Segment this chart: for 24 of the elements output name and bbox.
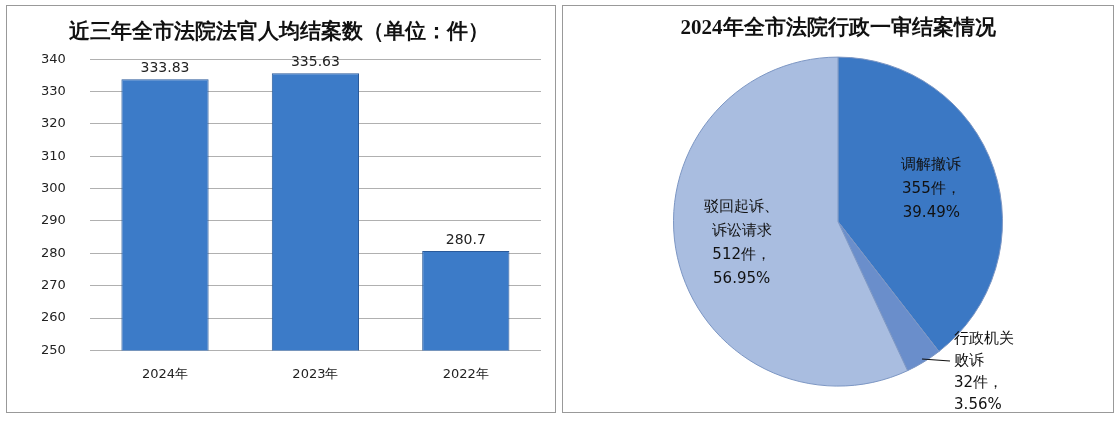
y-tick-label: 300 [40,180,66,195]
data-label: 280.7 [445,230,486,247]
y-tick-label: 290 [40,212,66,228]
x-tick-label: 2023年 [292,365,339,381]
x-tick-label: 2024年 [141,365,189,381]
data-label: 333.83 [140,58,190,75]
y-tick-label: 280 [40,244,66,260]
y-tick-label: 270 [40,277,66,293]
y-tick-label: 260 [40,309,66,325]
y-tick-label: 250 [40,341,66,357]
data-label: 335.63 [290,52,340,69]
chart-title: 近三年全市法院法官人均结案数（单位：件） [68,19,489,44]
y-tick-label: 330 [40,82,66,98]
y-tick-label: 340 [40,50,66,66]
y-tick-label: 310 [40,147,66,163]
data-label: 512件， 56.95% [712,244,771,287]
slice-label: 行政机关败诉 [954,329,1015,370]
y-tick-label: 320 [40,115,66,131]
data-label: 32件， 3.56% [954,373,1004,414]
slice-label: 驳回起诉、诉讼请求 [704,196,780,239]
slice-label: 调解撤诉 [901,155,962,174]
chart-title: 2024年全市法院行政一审结案情况 [680,15,997,40]
data-label: 355件， 39.49% [902,179,961,222]
x-tick-label: 2022年 [442,365,489,381]
